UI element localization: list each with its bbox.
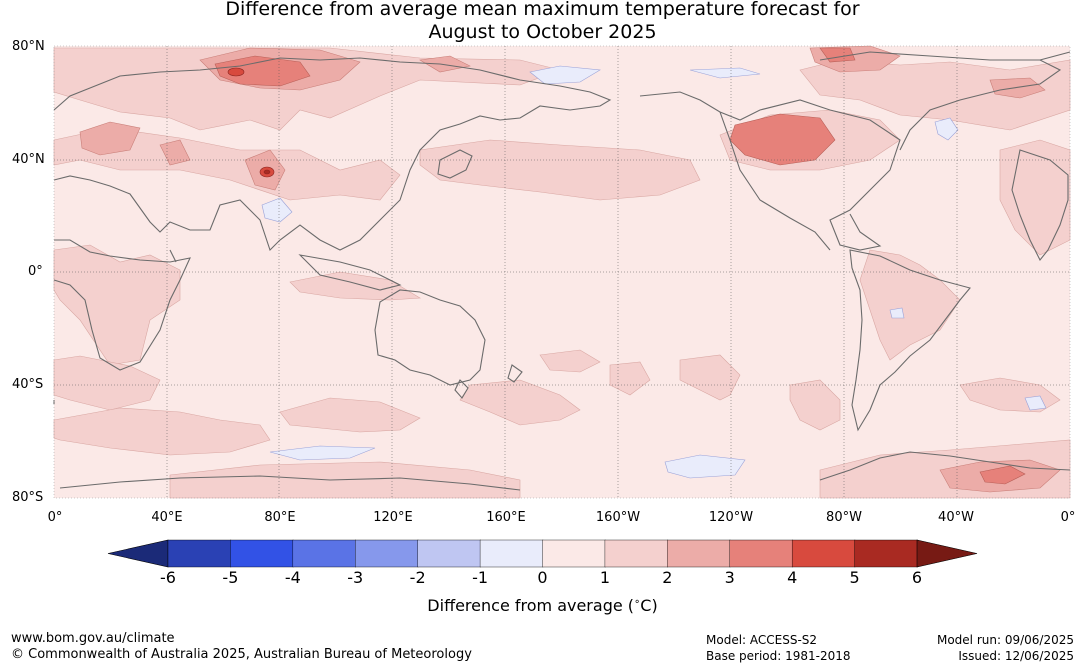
colorbar-segment <box>729 539 793 568</box>
colorbar-extend-low <box>107 539 169 568</box>
lon-label-0-right: 0° <box>1060 510 1076 525</box>
map-title: Difference from average mean maximum tem… <box>0 0 1085 44</box>
colorbar-label-unit: C) <box>640 596 658 615</box>
lat-label-40n: 40°N <box>12 152 45 167</box>
colorbar-segment <box>417 539 481 568</box>
anomaly-4-plus-regions <box>227 67 275 178</box>
colorbar-segment <box>292 539 356 568</box>
colorbar-segment <box>167 539 232 568</box>
colorbar-tick-label: 3 <box>724 568 735 587</box>
lat-label-80n: 80°N <box>12 39 45 54</box>
footer-copyright: © Commonwealth of Australia 2025, Austra… <box>11 647 472 662</box>
lat-label-40s: 40°S <box>12 377 44 392</box>
map-frame <box>53 45 1071 499</box>
colorbar-tick-label: -6 <box>160 568 176 587</box>
footer-url: www.bom.gov.au/climate <box>11 631 175 646</box>
colorbar-tick-label: 1 <box>599 568 610 587</box>
lon-label-40w: 40°W <box>938 510 974 525</box>
lon-label-80w: 80°W <box>826 510 862 525</box>
footer-model-info: Model: ACCESS-S2 Base period: 1981-2018 <box>706 632 851 664</box>
colorbar-segment <box>604 539 669 568</box>
footer-run-info: Model run: 09/06/2025 Issued: 12/06/2025 <box>937 632 1074 664</box>
colorbar-tick-label: 4 <box>787 568 798 587</box>
colorbar-tick-label: 0 <box>537 568 548 587</box>
colorbar-tick-label: -4 <box>284 568 301 587</box>
lon-label-0-left: 0° <box>47 510 63 525</box>
footer-model-run: Model run: 09/06/2025 <box>936 633 1074 647</box>
colorbar-tick-label: 5 <box>849 568 860 587</box>
colorbar-segment <box>479 539 544 568</box>
colorbar-segment <box>230 539 294 568</box>
colorbar-extend-high <box>916 539 978 568</box>
colorbar <box>107 539 978 568</box>
footer-model: Model: ACCESS-S2 <box>706 633 818 647</box>
colorbar-tick-label: -1 <box>472 568 489 587</box>
anomaly-negative-regions <box>261 65 1047 479</box>
lon-label-120e: 120°E <box>373 510 413 525</box>
colorbar-label-text: Difference from average ( <box>427 596 635 615</box>
lon-label-80e: 80°E <box>264 510 296 525</box>
title-line-1: Difference from average mean maximum tem… <box>225 0 860 20</box>
colorbar-tick-label: 6 <box>911 568 923 587</box>
title-line-2: August to October 2025 <box>428 21 657 43</box>
colorbar-segment <box>542 539 606 568</box>
lon-label-40e: 40°E <box>151 510 183 525</box>
colorbar-tick-label: -5 <box>222 568 239 587</box>
colorbar-segment <box>667 539 731 568</box>
graticule <box>54 46 1070 498</box>
colorbar-tick-label: 2 <box>662 568 673 587</box>
footer-left: www.bom.gov.au/climate © Commonwealth of… <box>11 631 472 663</box>
colorbar-tick-label: -2 <box>409 568 426 587</box>
lon-label-160e: 160°E <box>486 510 526 525</box>
anomaly-3-4-regions <box>214 47 1026 485</box>
colorbar-segment <box>854 539 918 568</box>
lat-label-80s: 80°S <box>12 490 44 505</box>
lon-label-120w: 120°W <box>708 510 754 525</box>
lat-label-0: 0° <box>28 264 43 279</box>
colorbar-tick-label: -3 <box>347 568 364 587</box>
footer-issued: Issued: 12/06/2025 <box>958 649 1074 663</box>
coastlines <box>53 51 1071 491</box>
colorbar-segment <box>791 539 856 568</box>
colorbar-label-degree: ∘ <box>634 596 641 608</box>
lon-label-160w: 160°W <box>595 510 641 525</box>
colorbar-label: Difference from average (∘C) <box>0 596 1085 615</box>
footer-base-period: Base period: 1981-2018 <box>706 649 851 663</box>
colorbar-segment <box>355 539 419 568</box>
